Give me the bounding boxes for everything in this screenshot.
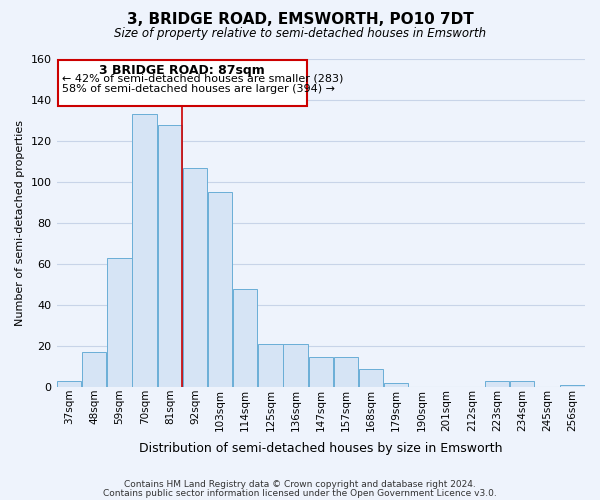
Bar — [158, 124, 182, 388]
Bar — [57, 381, 82, 388]
Bar — [334, 356, 358, 388]
Bar — [560, 386, 584, 388]
Bar — [485, 381, 509, 388]
Text: 58% of semi-detached houses are larger (394) →: 58% of semi-detached houses are larger (… — [62, 84, 335, 94]
Bar — [183, 168, 207, 388]
Bar — [107, 258, 131, 388]
Text: 3 BRIDGE ROAD: 87sqm: 3 BRIDGE ROAD: 87sqm — [100, 64, 265, 77]
FancyBboxPatch shape — [58, 60, 307, 106]
Bar — [359, 369, 383, 388]
Y-axis label: Number of semi-detached properties: Number of semi-detached properties — [15, 120, 25, 326]
Bar — [384, 384, 409, 388]
X-axis label: Distribution of semi-detached houses by size in Emsworth: Distribution of semi-detached houses by … — [139, 442, 503, 455]
Bar — [510, 381, 534, 388]
Bar — [258, 344, 283, 388]
Text: Size of property relative to semi-detached houses in Emsworth: Size of property relative to semi-detach… — [114, 28, 486, 40]
Bar — [308, 356, 333, 388]
Text: 3, BRIDGE ROAD, EMSWORTH, PO10 7DT: 3, BRIDGE ROAD, EMSWORTH, PO10 7DT — [127, 12, 473, 28]
Bar — [283, 344, 308, 388]
Text: Contains public sector information licensed under the Open Government Licence v3: Contains public sector information licen… — [103, 488, 497, 498]
Bar — [133, 114, 157, 388]
Bar — [208, 192, 232, 388]
Text: ← 42% of semi-detached houses are smaller (283): ← 42% of semi-detached houses are smalle… — [62, 74, 343, 84]
Bar — [82, 352, 106, 388]
Bar — [233, 289, 257, 388]
Text: Contains HM Land Registry data © Crown copyright and database right 2024.: Contains HM Land Registry data © Crown c… — [124, 480, 476, 489]
